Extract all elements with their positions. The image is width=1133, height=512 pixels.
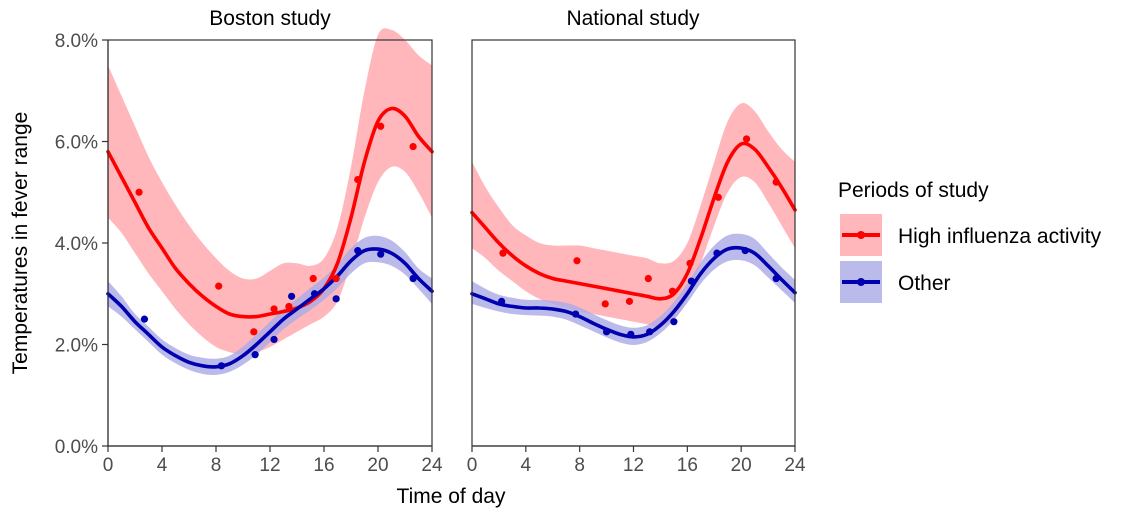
- x-tick-label: 24: [421, 455, 443, 476]
- data-point-national-high-influenza: [772, 178, 780, 186]
- data-point-national-high-influenza: [714, 193, 722, 201]
- data-point-national-high-influenza: [499, 249, 507, 257]
- legend-key-other-point: [857, 278, 865, 286]
- data-point-national-other: [713, 249, 721, 257]
- trend-line-national-high-influenza: [470, 141, 797, 301]
- trend-line-national-other: [470, 245, 797, 339]
- x-tick-label: 0: [103, 455, 114, 476]
- data-point-boston-other: [270, 335, 278, 344]
- data-point-national-other: [602, 328, 611, 336]
- data-point-national-other: [670, 318, 678, 326]
- x-tick-label: 20: [367, 455, 388, 476]
- data-point-boston-other: [377, 250, 385, 258]
- data-point-boston-high-influenza: [270, 305, 278, 313]
- y-tick-label: 2.0%: [55, 336, 98, 357]
- x-axis: 0 4 8 12 16 20 24 0 4 8 12 16 20 24: [103, 445, 806, 476]
- x-tick-label: 4: [521, 455, 532, 476]
- confidence-band-boston-high-influenza: [108, 28, 432, 355]
- legend-key-high-point: [857, 231, 865, 239]
- data-point-boston-high-influenza: [309, 274, 317, 283]
- x-axis-label: Time of day: [397, 485, 506, 508]
- data-point-boston-high-influenza: [354, 175, 362, 184]
- data-point-national-other: [772, 274, 780, 283]
- data-point-boston-other: [332, 295, 340, 303]
- x-tick-label: 16: [313, 455, 334, 476]
- y-tick-label: 0.0%: [55, 437, 98, 458]
- legend-label-high-influenza: High influenza activity: [898, 225, 1102, 248]
- data-point-boston-high-influenza: [215, 282, 223, 290]
- x-tick-label: 20: [731, 455, 752, 476]
- y-tick-label: 8.0%: [55, 31, 98, 52]
- legend-label-other: Other: [898, 272, 951, 295]
- confidence-band-boston-other: [108, 235, 432, 376]
- x-tick-label: 0: [467, 455, 478, 476]
- data-point-national-high-influenza: [573, 257, 581, 265]
- confidence-band-national-high-influenza: [472, 103, 795, 327]
- data-point-national-high-influenza: [686, 259, 694, 267]
- data-point-boston-high-influenza: [135, 188, 143, 196]
- data-point-national-other: [646, 328, 654, 336]
- x-tick-label: 12: [259, 455, 280, 476]
- data-point-national-other: [687, 277, 695, 285]
- y-tick-label: 6.0%: [55, 133, 98, 154]
- data-point-boston-high-influenza: [377, 122, 385, 130]
- x-tick-label: 8: [574, 455, 585, 476]
- trend-line-boston-high-influenza: [106, 106, 434, 319]
- data-point-national-other: [572, 310, 580, 318]
- data-point-boston-other: [251, 351, 259, 359]
- data-point-national-high-influenza: [625, 297, 634, 305]
- panel-boston-study: Boston study: [106, 7, 434, 447]
- data-point-boston-other: [409, 274, 417, 283]
- data-point-national-high-influenza: [601, 300, 609, 308]
- y-axis-label: Temperatures in fever range: [9, 112, 32, 375]
- data-point-boston-high-influenza: [250, 328, 258, 336]
- legend-title: Periods of study: [838, 179, 989, 202]
- panel-national-study: National study: [470, 7, 797, 447]
- x-tick-label: 24: [784, 455, 806, 476]
- x-tick-label: 16: [677, 455, 698, 476]
- confidence-band-national-other: [472, 233, 795, 346]
- y-tick-label: 4.0%: [55, 234, 98, 255]
- data-point-boston-other: [140, 315, 149, 323]
- panel-title-national: National study: [566, 7, 700, 30]
- y-axis: 0.0% 2.0% 4.0% 6.0% 8.0%: [55, 31, 109, 458]
- data-point-national-other: [627, 330, 635, 338]
- data-point-national-high-influenza: [668, 287, 677, 295]
- legend: Periods of study High influenza activity…: [838, 179, 1102, 303]
- data-point-boston-other: [354, 247, 362, 255]
- data-point-boston-other: [217, 362, 225, 370]
- data-point-national-other: [741, 247, 749, 255]
- data-point-national-high-influenza: [644, 274, 652, 283]
- panel-title-boston: Boston study: [209, 7, 331, 30]
- x-tick-label: 12: [623, 455, 644, 476]
- data-point-boston-other: [310, 290, 319, 298]
- x-tick-label: 4: [157, 455, 168, 476]
- data-point-national-high-influenza: [742, 135, 751, 143]
- data-point-national-other: [498, 297, 506, 305]
- data-point-boston-other: [288, 292, 296, 300]
- data-point-boston-high-influenza: [285, 302, 293, 311]
- data-point-boston-high-influenza: [332, 274, 340, 283]
- x-tick-label: 8: [211, 455, 222, 476]
- trend-line-boston-other: [106, 247, 434, 369]
- data-point-boston-high-influenza: [409, 142, 417, 151]
